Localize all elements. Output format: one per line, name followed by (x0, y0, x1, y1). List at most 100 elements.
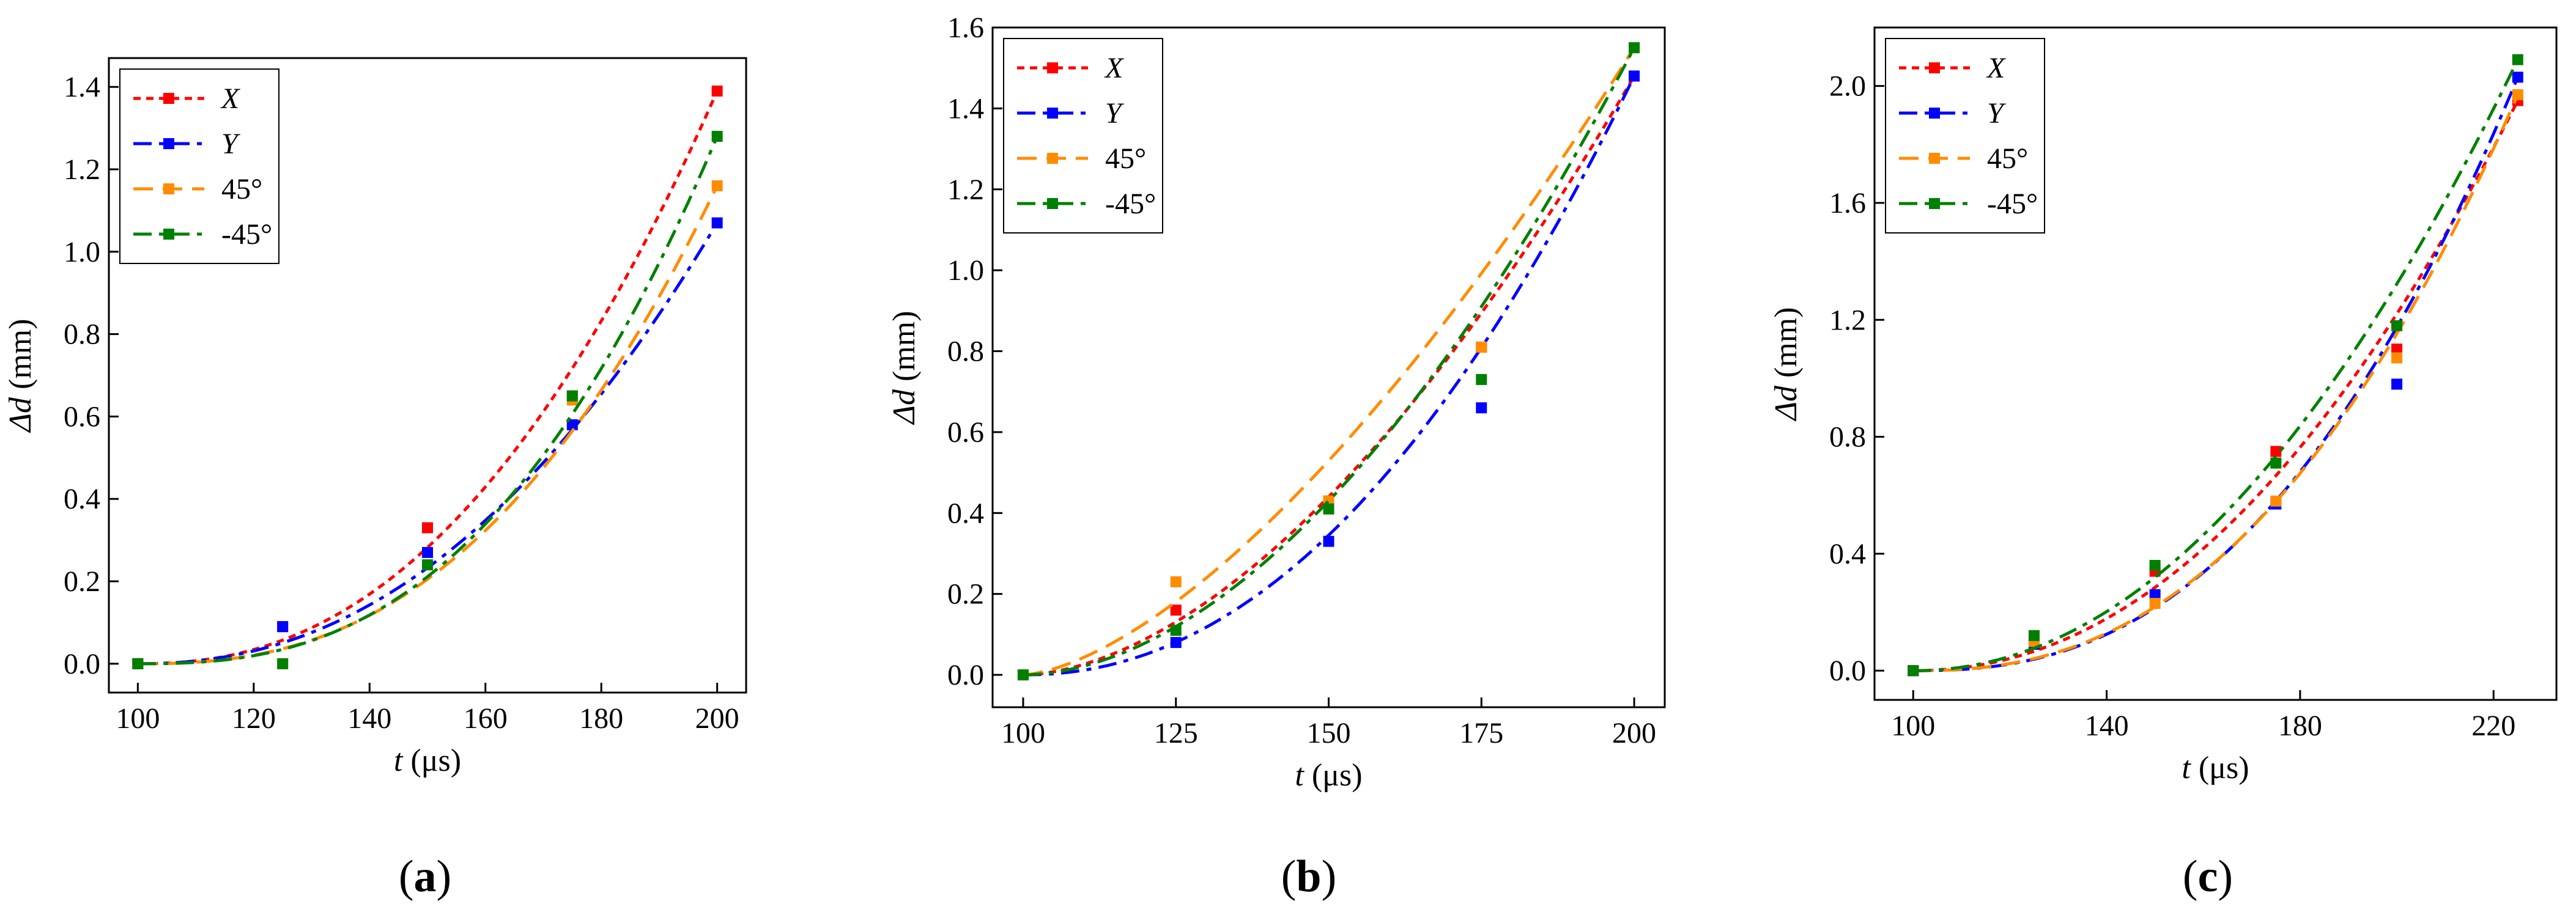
y-tick-label: 0.4 (947, 497, 984, 529)
y-axis-unit: (mm) (887, 311, 922, 389)
y-tick-label: 1.2 (947, 174, 984, 206)
data-point (422, 522, 433, 534)
legend-label: X (1986, 52, 2006, 84)
series-line-0 (1913, 100, 2519, 672)
x-tick-label: 200 (1612, 717, 1656, 749)
series-line-1 (138, 222, 719, 666)
panel-label: (a) (399, 851, 451, 902)
x-axis-unit: (μs) (1304, 758, 1363, 793)
panel-label: (c) (2183, 851, 2233, 902)
legend-marker (1929, 153, 1940, 164)
legend-marker (163, 93, 174, 104)
x-tick-label: 140 (2085, 710, 2129, 742)
y-tick-label: 0.0 (64, 648, 100, 680)
legend-marker (163, 229, 174, 240)
panel-label: (b) (1281, 851, 1336, 902)
y-axis-unit: (mm) (3, 318, 38, 397)
data-point (711, 217, 723, 229)
legend-label: 45° (1987, 142, 2028, 175)
panel-label-open: ( (1281, 851, 1297, 902)
data-point (2391, 320, 2403, 331)
data-point (2149, 589, 2161, 600)
y-axis-unit: (mm) (1769, 307, 1804, 386)
legend-label: -45° (221, 218, 272, 251)
legend-label: X (220, 83, 240, 115)
data-point (1170, 605, 1182, 616)
y-axis-variable: Δd (1769, 385, 1804, 422)
y-tick-label: 1.0 (947, 254, 984, 287)
legend-label: X (1104, 52, 1124, 84)
legend-marker (163, 183, 174, 194)
series-line-2 (138, 185, 719, 666)
y-tick-label: 0.0 (947, 659, 984, 691)
data-point (2270, 495, 2282, 507)
series-line-3 (1023, 46, 1636, 677)
x-tick-label: 140 (347, 702, 391, 735)
panel-label-letter: b (1296, 851, 1321, 902)
data-point (566, 390, 578, 402)
data-point (277, 621, 289, 633)
y-axis-variable: Δd (887, 389, 922, 425)
y-axis-title: Δd (mm) (3, 318, 38, 433)
panel-label-close: ) (1322, 851, 1337, 902)
data-point (1629, 70, 1640, 82)
data-point (2270, 457, 2282, 469)
x-axis-variable: t (2182, 751, 2191, 785)
y-tick-label: 1.6 (1829, 187, 1866, 219)
y-tick-label: 0.8 (947, 336, 984, 368)
legend-box (1003, 38, 1163, 234)
data-point (1908, 665, 1919, 677)
legend-marker (1047, 62, 1058, 73)
data-point (1476, 402, 1487, 414)
data-point (1323, 503, 1334, 515)
data-point (1170, 576, 1182, 587)
y-tick-label: 0.8 (64, 318, 100, 351)
legend-marker (1929, 62, 1940, 73)
plot-frame (1873, 26, 2558, 701)
y-tick-label: 1.2 (1829, 304, 1866, 336)
y-tick-label: 0.2 (947, 578, 984, 611)
chart-panel-c: 100 140 180 220 0.0 0.4 0.8 1.2 1.6 2.0 t (μs) Δd (… (1769, 26, 2558, 902)
legend-label: 45° (1105, 142, 1146, 175)
data-point (711, 131, 723, 142)
x-tick-label: 200 (695, 702, 739, 735)
x-tick-label: 100 (1001, 717, 1045, 749)
data-point (2149, 598, 2161, 609)
panel-label-letter: a (414, 851, 437, 902)
legend-label: Y (1105, 97, 1124, 130)
data-point (566, 419, 578, 430)
data-point (2512, 72, 2523, 83)
y-tick-label: 1.2 (64, 153, 100, 186)
data-point (2512, 54, 2523, 65)
y-tick-label: 1.0 (64, 236, 100, 268)
data-point (1170, 637, 1182, 649)
x-tick-label: 180 (579, 702, 623, 735)
x-axis-title: t (μs) (2182, 751, 2249, 785)
y-tick-label: 0.6 (947, 416, 984, 449)
data-point (422, 546, 433, 558)
y-tick-label: 1.6 (947, 12, 984, 44)
x-axis-title: t (μs) (1295, 758, 1362, 793)
data-point (2391, 378, 2403, 390)
y-tick-label: 0.8 (1829, 421, 1866, 454)
x-axis-variable: t (1295, 758, 1305, 793)
panel-label-letter: c (2198, 851, 2218, 902)
panel-label-open: ( (399, 851, 414, 902)
y-axis-variable: Δd (3, 397, 38, 433)
data-point (1323, 535, 1334, 547)
chart-panel-b: 100 125 150 175 200 0.0 0.2 0.4 0.6 0.8 1.0 1.2 1.4 1… (887, 12, 1666, 902)
y-axis-title: Δd (mm) (1769, 307, 1804, 421)
legend-marker (163, 138, 174, 149)
data-point (2391, 352, 2403, 364)
series-line-0 (138, 90, 719, 666)
legend-label: Y (1987, 97, 2006, 130)
data-point (2512, 89, 2523, 100)
series-line-3 (138, 136, 719, 666)
data-point (422, 559, 433, 571)
series-line-1 (1023, 75, 1636, 677)
legend-label: -45° (1987, 188, 2038, 220)
x-tick-label: 120 (232, 702, 276, 735)
data-point (2149, 560, 2161, 571)
legend-marker (1047, 198, 1058, 209)
